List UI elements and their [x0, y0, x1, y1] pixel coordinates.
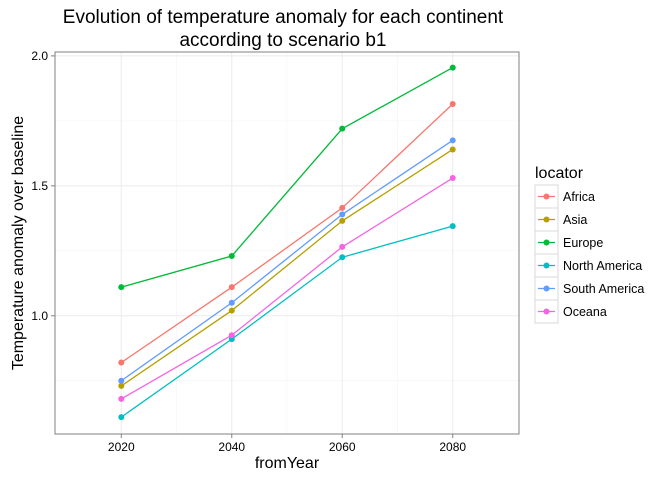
series-line [120, 139, 454, 382]
chart-title-line-2: according to scenario b1 [179, 30, 386, 51]
data-point [339, 217, 346, 224]
legend-key-point [543, 239, 550, 246]
data-point [118, 414, 125, 421]
series-line [120, 148, 454, 387]
legend-title: locator [535, 165, 584, 182]
x-tick-label: 2040 [218, 440, 245, 454]
legend-label: South America [563, 282, 644, 296]
legend-key-point [543, 193, 550, 200]
series-africa [118, 100, 456, 366]
data-point [228, 307, 235, 314]
y-tick-label: 1.0 [31, 309, 48, 323]
legend-item-asia: Asia [534, 207, 587, 232]
legend-key-point [543, 262, 550, 269]
series-layer [118, 64, 456, 421]
legend-key-point [543, 285, 550, 292]
legend-item-europe: Europe [534, 230, 603, 255]
data-point [449, 146, 456, 153]
legend-item-south-america: South America [534, 276, 644, 301]
legend-item-africa: Africa [534, 184, 595, 209]
x-tick-label: 2080 [439, 440, 466, 454]
series-line [120, 177, 454, 400]
data-point [228, 332, 235, 339]
legend-label: Europe [563, 236, 603, 250]
legend-label: Africa [563, 190, 595, 204]
y-tick-label: 2.0 [31, 49, 48, 63]
x-tick-label: 2060 [329, 440, 356, 454]
data-point [228, 252, 235, 259]
data-point [339, 211, 346, 218]
data-point [118, 359, 125, 366]
chart-title-line-1: Evolution of temperature anomaly for eac… [63, 7, 504, 28]
legend-label: Oceana [563, 305, 607, 319]
data-point [339, 243, 346, 250]
legend-label: North America [563, 259, 642, 273]
series-line [121, 67, 454, 288]
x-axis-title: fromYear [255, 455, 320, 472]
data-point [449, 175, 456, 182]
series-south-america [118, 137, 456, 384]
series-europe [118, 64, 456, 291]
data-point [449, 100, 456, 107]
data-point [339, 254, 346, 261]
data-point [118, 395, 125, 402]
series-oceana [118, 175, 456, 402]
panel-border [54, 51, 520, 435]
data-point [118, 377, 125, 384]
legend-item-north-america: North America [534, 253, 642, 278]
data-point [449, 137, 456, 144]
legend: locator Africa Asia Europe North America Sou… [534, 165, 644, 324]
data-point [339, 125, 346, 132]
data-point [339, 204, 346, 211]
legend-label: Asia [563, 213, 587, 227]
series-line [120, 225, 453, 418]
data-point [118, 284, 125, 291]
data-point [449, 64, 456, 71]
series-north-america [118, 223, 456, 421]
axes: 2020 2040 2060 2080 1.0 1.5 2.0 [31, 49, 520, 454]
legend-key-point [543, 216, 550, 223]
series-asia [118, 146, 456, 389]
legend-item-oceana: Oceana [534, 299, 607, 324]
legend-key-point [543, 308, 550, 315]
data-point [449, 223, 456, 230]
y-tick-label: 1.5 [31, 179, 48, 193]
x-tick-label: 2020 [108, 440, 135, 454]
data-point [228, 284, 235, 291]
y-axis-title: Temperature anomaly over baseline [10, 116, 27, 370]
data-point [118, 382, 125, 389]
data-point [228, 299, 235, 306]
grid-lines [55, 52, 519, 434]
series-line [120, 103, 454, 364]
